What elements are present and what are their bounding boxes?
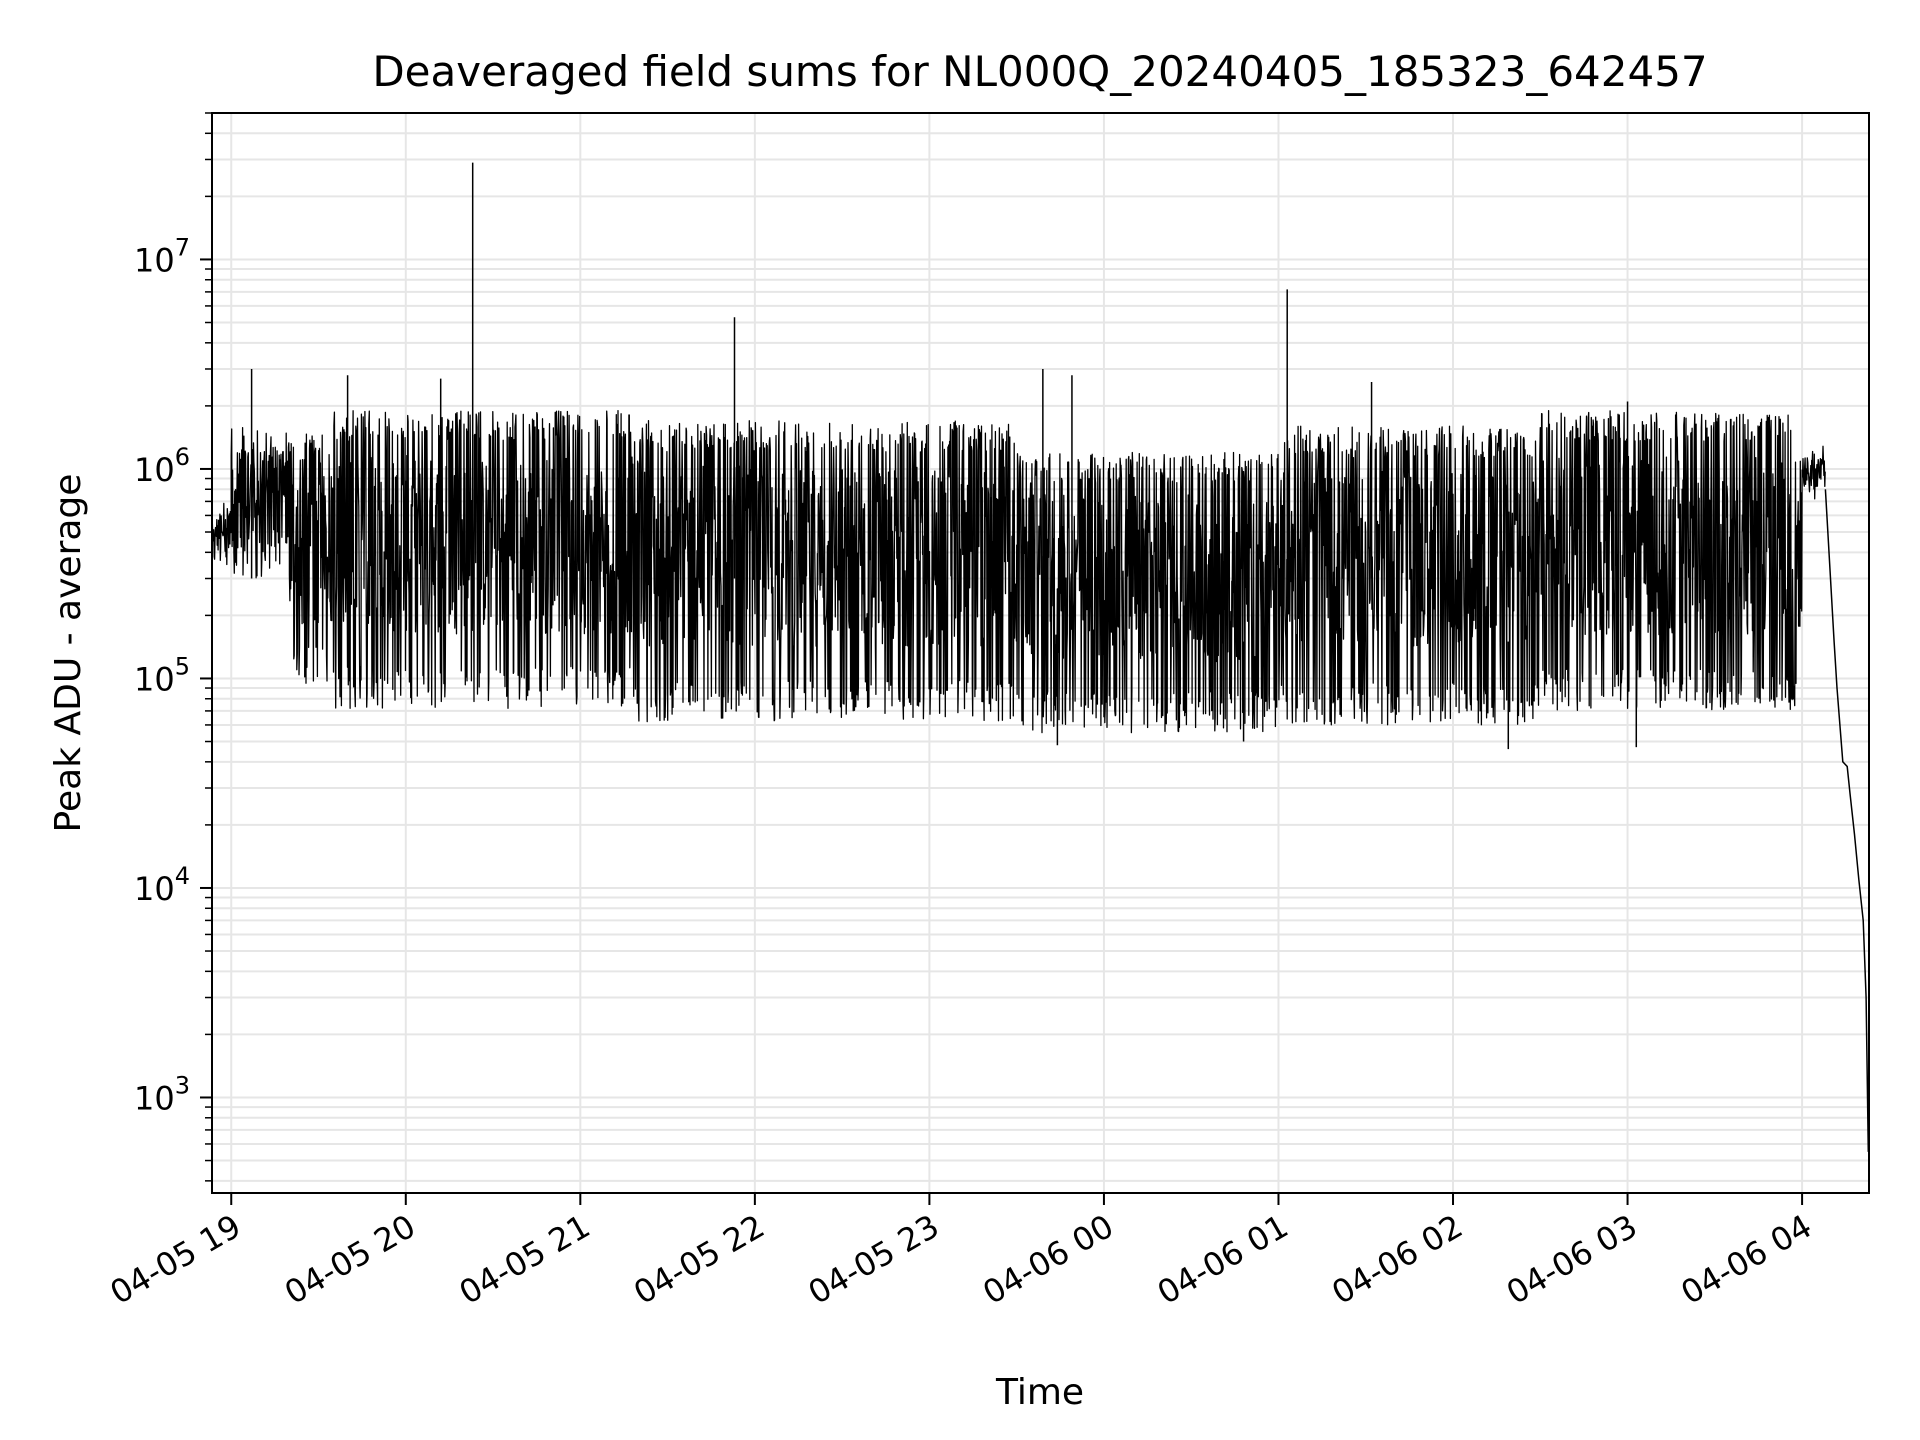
plot-frame: [211, 112, 1870, 1194]
series-trace: [211, 409, 1826, 734]
series-tail: [1824, 489, 1870, 1152]
series-layer: [211, 162, 1870, 1152]
y-tick-label: 106: [134, 443, 190, 489]
y-axis: 103 104 105 106 107: [134, 112, 212, 1182]
y-tick-label: 107: [134, 233, 190, 279]
y-tick-label: 104: [134, 862, 190, 908]
y-tick-label: 103: [134, 1071, 190, 1117]
y-tick-label: 105: [134, 652, 190, 698]
x-axis-label: Time: [995, 1372, 1084, 1413]
chart-title: Deaveraged field sums for NL000Q_2024040…: [372, 47, 1707, 96]
grid-minor: [212, 112, 1869, 1182]
y-axis-label: Peak ADU - average: [48, 474, 89, 833]
grid-major: [212, 113, 1869, 1193]
